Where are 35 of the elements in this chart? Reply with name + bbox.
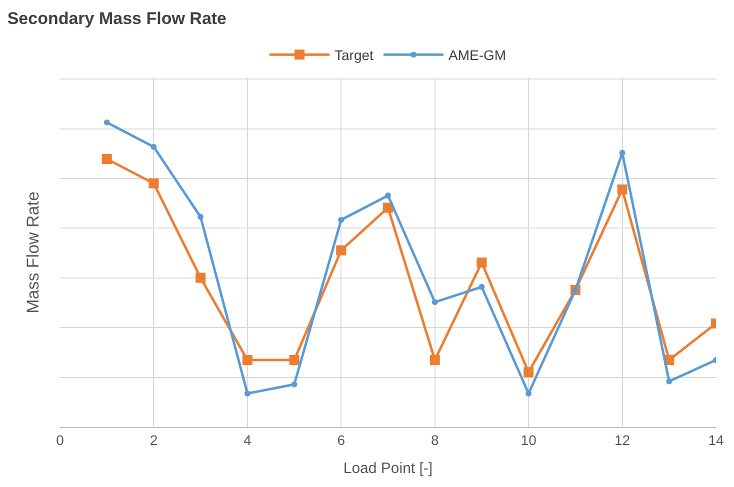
x-tick-label: 4 — [244, 432, 252, 448]
point — [430, 355, 440, 365]
point — [289, 355, 300, 365]
chart-title: Secondary Mass Flow Rate — [7, 9, 227, 28]
point — [524, 367, 534, 378]
x-tick-label: 6 — [337, 432, 346, 448]
point — [478, 284, 485, 290]
point — [385, 192, 391, 199]
point — [198, 214, 204, 220]
x-axis-title: Load Point [-] — [343, 460, 433, 477]
point — [619, 150, 626, 156]
x-tick-label: 8 — [430, 432, 439, 448]
x-tick-label: 12 — [614, 432, 630, 448]
point — [102, 154, 112, 164]
legend-label: AME-GM — [448, 47, 506, 64]
point — [148, 178, 159, 188]
x-tick-label: 14 — [708, 432, 724, 448]
point — [150, 144, 157, 150]
point — [244, 390, 250, 396]
point — [432, 299, 438, 306]
y-axis-title: Mass Flow Rate — [24, 192, 43, 314]
x-tick-label: 0 — [56, 432, 64, 448]
point — [338, 216, 344, 223]
x-tick-label: 2 — [150, 432, 158, 448]
point — [336, 245, 346, 256]
point — [526, 390, 532, 396]
point — [291, 381, 298, 388]
point — [104, 119, 110, 126]
legend-label: Target — [334, 47, 374, 64]
point — [617, 184, 628, 194]
point — [242, 355, 252, 365]
point — [476, 258, 487, 268]
x-tick-label: 10 — [520, 432, 537, 448]
point — [196, 272, 206, 283]
point — [666, 378, 672, 384]
